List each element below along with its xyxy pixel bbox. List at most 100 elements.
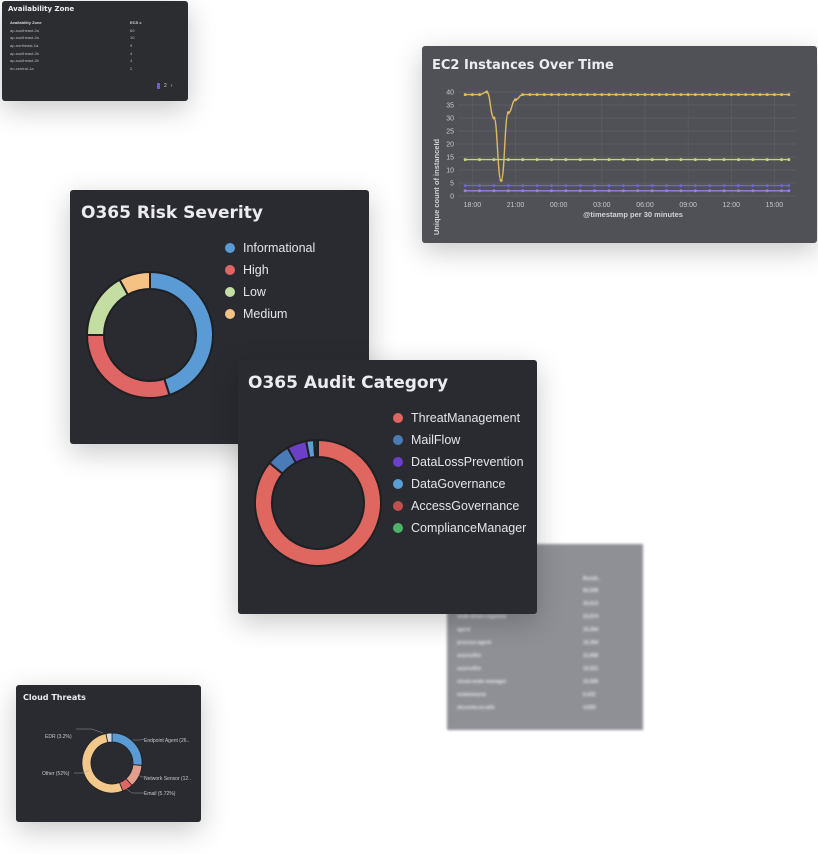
legend-swatch	[225, 309, 235, 319]
ec2-instances-card: EC2 Instances Over Time 0 5 10 15 20 25 30 35 40…	[422, 46, 817, 243]
x-tick-label: 06:00	[636, 202, 654, 209]
next-page-icon[interactable]: ›	[170, 83, 173, 89]
data-point	[463, 184, 467, 188]
blurred-row-name: process-agent	[457, 640, 492, 646]
blurred-row-value: 16,264	[583, 640, 599, 646]
legend-item-low[interactable]: Low	[225, 281, 315, 303]
legend-item-medium[interactable]: Medium	[225, 303, 315, 325]
data-point	[521, 184, 525, 188]
data-point	[787, 158, 791, 162]
data-point	[593, 158, 597, 162]
slice-threatmanagement[interactable]	[254, 438, 382, 567]
data-point	[492, 158, 496, 162]
availability-zone-title: Availability Zone	[8, 5, 75, 13]
x-tick-label: 03:00	[593, 202, 611, 209]
data-point	[772, 93, 776, 97]
blurred-row-name: node-driver-registrar	[457, 614, 507, 620]
data-point	[679, 158, 683, 162]
data-point	[736, 93, 740, 97]
column-header-count[interactable]: ECS c	[130, 20, 142, 26]
legend-item-high[interactable]: High	[225, 259, 315, 281]
table-row: ap-southeast-2a 60	[8, 27, 180, 35]
legend-label: Medium	[243, 307, 288, 321]
legend-swatch	[225, 265, 235, 275]
donut-slices	[81, 732, 143, 794]
data-point	[514, 98, 518, 102]
data-point	[650, 189, 654, 193]
data-point	[499, 178, 503, 182]
callout-line-other	[74, 769, 90, 774]
donut-slices	[254, 438, 382, 567]
callout-line-network	[137, 774, 144, 778]
data-point	[463, 189, 467, 193]
table-row: ap-southeast-2b 4	[8, 49, 180, 57]
zone-cell: eu-central-1a	[10, 65, 34, 71]
legend-item-informational[interactable]: Informational	[225, 237, 315, 259]
data-point	[780, 93, 784, 97]
data-point	[593, 93, 597, 97]
availability-zone-card: Availability Zone Availability Zone ECS …	[2, 1, 188, 101]
data-point	[578, 189, 582, 193]
data-point	[506, 184, 510, 188]
legend-item-threat-management[interactable]: ThreatManagement	[393, 407, 526, 429]
data-point	[463, 93, 467, 97]
audit-legend: ThreatManagement MailFlow DataLossPreven…	[393, 407, 526, 539]
zone-cell: ap-southeast-2a	[10, 27, 39, 33]
data-point	[650, 93, 654, 97]
data-point	[549, 184, 553, 188]
count-cell: 4	[130, 58, 133, 64]
callout-email: Email (5.72%)	[144, 791, 176, 797]
slice-informational[interactable]	[149, 270, 215, 397]
table-row: eu-central-1a 2	[8, 65, 180, 73]
data-point	[564, 184, 568, 188]
data-point	[765, 93, 769, 97]
series-line-1	[465, 91, 789, 182]
legend-label: MailFlow	[411, 433, 461, 447]
data-point	[578, 93, 582, 97]
data-point	[679, 93, 683, 97]
blurred-row-name: nutanixeyne	[457, 692, 487, 698]
callout-network-sensor: Network Sensor (12..	[144, 776, 191, 782]
legend-item-data-loss-prevention[interactable]: DataLossPrevention	[393, 451, 526, 473]
data-point	[549, 158, 553, 162]
slice-compliancemanager[interactable]	[315, 438, 319, 459]
data-point	[478, 189, 482, 193]
data-point	[650, 184, 654, 188]
data-point	[600, 93, 604, 97]
availability-zone-table: Availability Zone ECS c ap-southeast-2a 6…	[8, 19, 180, 72]
legend-item-mailflow[interactable]: MailFlow	[393, 429, 526, 451]
legend-item-access-governance[interactable]: AccessGovernance	[393, 495, 526, 517]
data-point	[665, 184, 669, 188]
y-tick-label: 20	[446, 142, 454, 149]
data-point	[535, 158, 539, 162]
slice-low[interactable]	[85, 278, 130, 336]
x-axis-label: @timestamp per 30 minutes	[583, 210, 683, 219]
slice-edr-3-2[interactable]	[105, 732, 113, 743]
page-prev-marker[interactable]	[157, 83, 160, 89]
data-point	[542, 93, 546, 97]
data-point	[621, 189, 625, 193]
data-point	[780, 189, 784, 193]
blurred-row-value: 10,565	[583, 679, 599, 685]
callout-endpoint-agent: Endpoint Agent (26..	[144, 738, 189, 744]
column-header-zone[interactable]: Availability Zone	[10, 20, 42, 26]
ec2-chart-title: EC2 Instances Over Time	[432, 58, 614, 73]
data-point	[693, 93, 697, 97]
data-point	[478, 158, 482, 162]
data-point	[765, 158, 769, 162]
data-point	[708, 189, 712, 193]
slice-medium[interactable]	[118, 270, 151, 297]
table-row: ap-northeast-1a 9	[8, 42, 180, 50]
data-point	[636, 158, 640, 162]
legend-label: ThreatManagement	[411, 411, 521, 425]
slice-high[interactable]	[85, 334, 171, 399]
data-point	[636, 93, 640, 97]
legend-item-compliance-manager[interactable]: ComplianceManager	[393, 517, 526, 539]
slice-endpoint-agent-26[interactable]	[111, 732, 143, 766]
legend-item-data-governance[interactable]: DataGovernance	[393, 473, 526, 495]
data-point	[751, 184, 755, 188]
page-number[interactable]: 2	[164, 83, 167, 89]
data-point	[722, 184, 726, 188]
blurred-row-name: cloud-node-manager	[457, 679, 507, 685]
data-point	[607, 184, 611, 188]
